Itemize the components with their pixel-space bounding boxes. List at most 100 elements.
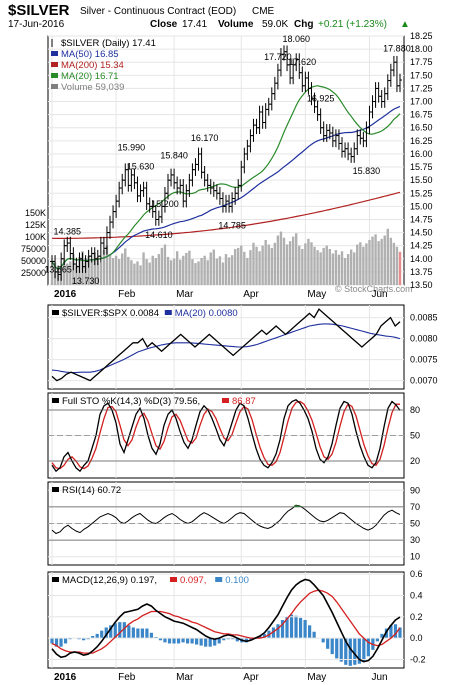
change-label: Chg [294,19,313,30]
close-label: Close [150,19,178,30]
macd-histogram-bar [303,620,307,639]
volume-bar [130,260,133,285]
macd-histogram-bar [258,636,262,639]
macd-histogram-bar [280,620,285,639]
volume-y-tick: 100K [25,232,46,242]
volume-y-tick: 25000 [21,268,46,278]
price-annotation: 15.630 [127,161,155,171]
volume-bar [169,260,173,285]
macd-histogram-bar [222,638,226,641]
ratio-frame [47,304,405,390]
ratio-y-tick: 0.0070 [410,376,438,386]
volume-bar [197,261,200,285]
volume-bar [179,259,182,285]
volume-bar [121,253,124,285]
volume-bar [340,251,344,285]
volume-bar [398,251,402,285]
price-legend-entry: MA(200) 15.34 [61,60,124,71]
volume-bar [307,238,310,285]
volume-bar [282,237,286,285]
macd-histogram-bar [204,638,208,647]
macd-legend-swatch [170,577,177,582]
volume-bar [343,258,347,285]
x-tick-label-bottom: Mar [176,672,194,683]
price-legend-entry: Volume 59,039 [61,82,124,93]
change-value: +0.21 (+1.23%) [318,19,387,30]
volume-bar [331,253,335,285]
price-y-tick: 13.50 [410,280,433,290]
price-y-tick: 15.25 [410,188,433,198]
ratio-y-tick: 0.0085 [410,313,438,323]
macd-histogram-bar [50,638,54,644]
volume-bar [362,246,365,285]
volume-bar [154,258,157,285]
close-value: 17.41 [182,19,207,30]
volume-bar [139,265,142,285]
ma20-line [51,85,401,271]
volume-bar [224,254,228,285]
volume-bar [148,262,151,285]
volume-bar [233,249,237,285]
price-annotation: 14.385 [53,227,81,237]
macd-histogram-bar [68,638,72,640]
volume-bar [365,243,368,285]
volume-y-tick: 75000 [21,244,46,254]
volume-bar [172,258,176,285]
volume-bar [295,233,298,285]
volume-bar [261,245,264,285]
rsi-line [51,504,401,535]
volume-bar [227,257,231,285]
volume-bar [99,262,103,285]
macd-y-tick: -0.2 [410,654,426,664]
symbol-title: $SILVER [8,2,70,19]
volume-bar [383,235,386,285]
volume-y-tick: 150K [25,208,46,218]
volume-bar [389,237,393,285]
volume-bar [258,251,261,285]
macd-y-tick: 0.0 [410,633,423,643]
macd-histogram-bar [244,638,248,643]
volume-bar [380,238,383,285]
macd-histogram-bar [357,638,361,664]
volume-bar [203,255,206,285]
macd-histogram-bar [54,638,59,647]
macd-histogram-bar [362,638,366,662]
price-annotation: 17.720 [264,52,292,62]
macd-histogram-bar [195,638,199,645]
volume-bar [349,249,353,285]
volume-bar [166,256,170,285]
rsi-overbought-fill [294,505,298,507]
volume-label: Volume [218,19,254,30]
volume-bar [273,242,277,285]
volume-bar [246,258,249,285]
volume-bar [75,265,78,285]
price-annotation: 15.830 [353,166,381,176]
macd-histogram-bar [213,638,217,646]
volume-bar [316,250,319,285]
price-y-tick: 16.50 [410,123,433,133]
volume-bar [334,250,338,285]
volume-bar [105,245,109,285]
price-legend-entry: MA(20) 16.71 [61,71,119,82]
volume-bar [304,243,307,285]
macd-histogram-bar [285,616,289,639]
macd-histogram-bar [335,638,339,659]
x-tick-label-top: Feb [118,289,136,300]
price-annotation: 17.620 [289,57,317,67]
volume-bar [212,249,215,285]
macd-histogram-bar [86,638,90,640]
macd-legend-entry: MACD(12,26,9) 0.197, [62,575,157,586]
macd-histogram-bar [262,633,267,639]
rsi-overbought-fill [298,506,302,507]
change-up-icon: ▲ [400,19,410,30]
macd-y-tick: 0.4 [410,590,423,600]
volume-bar [124,248,127,285]
macd-histogram-bar [176,638,181,644]
ratio-y-tick: 0.0075 [410,355,438,365]
price-y-tick: 17.00 [410,97,433,107]
rsi-y-tick: 70 [410,502,420,512]
macd-signal-line [51,589,401,654]
price-annotation: 13.730 [72,276,100,286]
contract-description: Silver - Continuous Contract (EOD) [80,6,236,17]
